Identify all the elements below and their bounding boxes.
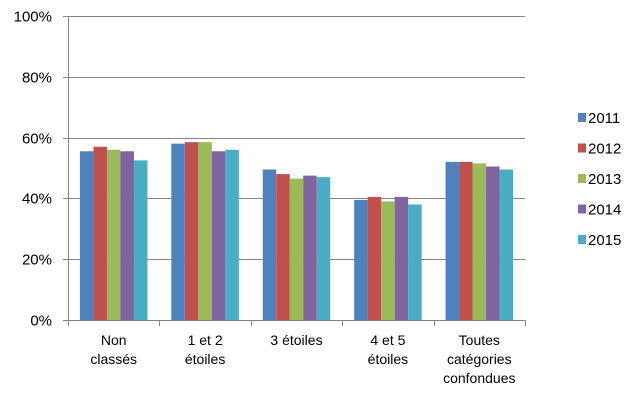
x-category-label: 3 étoiles	[270, 332, 322, 348]
x-category-label: 1 et 2 étoiles	[185, 332, 225, 367]
x-category-label: Non classés	[90, 332, 137, 367]
bar-2011-5	[445, 161, 460, 320]
legend: 2011 2012 2013 2014 2015	[578, 110, 621, 249]
y-tick-label: 0%	[30, 313, 52, 330]
y-tick-label: 60%	[22, 131, 52, 148]
bar-2012-3	[276, 174, 290, 320]
bar-2015-3	[316, 177, 331, 320]
bar-2014-2	[211, 151, 226, 320]
bar-2014-4	[394, 196, 409, 320]
legend-swatch-2015	[578, 235, 586, 244]
bar-2012-1	[93, 146, 107, 320]
y-tick-label: 20%	[22, 252, 52, 269]
legend-label-2012: 2012	[588, 141, 621, 158]
bar-2012-5	[459, 161, 473, 320]
x-category-labels: Non classés 1 et 2 étoiles 3 étoiles 4 et 5 ét…	[90, 332, 515, 386]
bar-2014-5	[486, 166, 500, 320]
bar-2012-4	[367, 196, 382, 320]
bar-2015-5	[499, 169, 514, 320]
bar-2015-1	[133, 160, 148, 320]
x-category-label: Toutes catégories confondues	[443, 332, 515, 386]
legend-label-2013: 2013	[588, 171, 621, 188]
bar-2015-2	[225, 149, 239, 320]
bar-2011-1	[79, 151, 94, 320]
y-tick-label: 40%	[22, 191, 52, 208]
legend-swatch-2014	[578, 204, 586, 214]
bar-2011-3	[262, 169, 277, 320]
legend-swatch-2011	[578, 113, 586, 122]
legend-label-2011: 2011	[588, 110, 620, 127]
axes	[63, 16, 526, 326]
legend-swatch-2012	[578, 143, 586, 153]
x-category-label: 4 et 5 étoiles	[368, 332, 408, 367]
bars	[79, 142, 514, 320]
bar-2013-5	[472, 163, 487, 320]
y-tick-label: 80%	[22, 70, 52, 87]
legend-label-2014: 2014	[588, 202, 621, 219]
bar-2013-2	[198, 142, 212, 320]
bar-2013-4	[381, 201, 395, 320]
bar-2015-4	[408, 204, 422, 320]
bar-2014-1	[120, 151, 134, 320]
bar-2012-2	[184, 142, 199, 320]
legend-swatch-2013	[578, 174, 586, 183]
legend-label-2015: 2015	[588, 232, 621, 249]
bar-2011-4	[354, 199, 368, 320]
bar-2014-3	[303, 175, 317, 320]
y-tick-labels: 0% 20% 40% 60% 80% 100%	[14, 9, 52, 330]
y-tick-label: 100%	[14, 9, 52, 26]
bar-2011-2	[171, 143, 185, 320]
bar-2013-3	[289, 178, 304, 320]
bar-2013-1	[106, 149, 121, 320]
